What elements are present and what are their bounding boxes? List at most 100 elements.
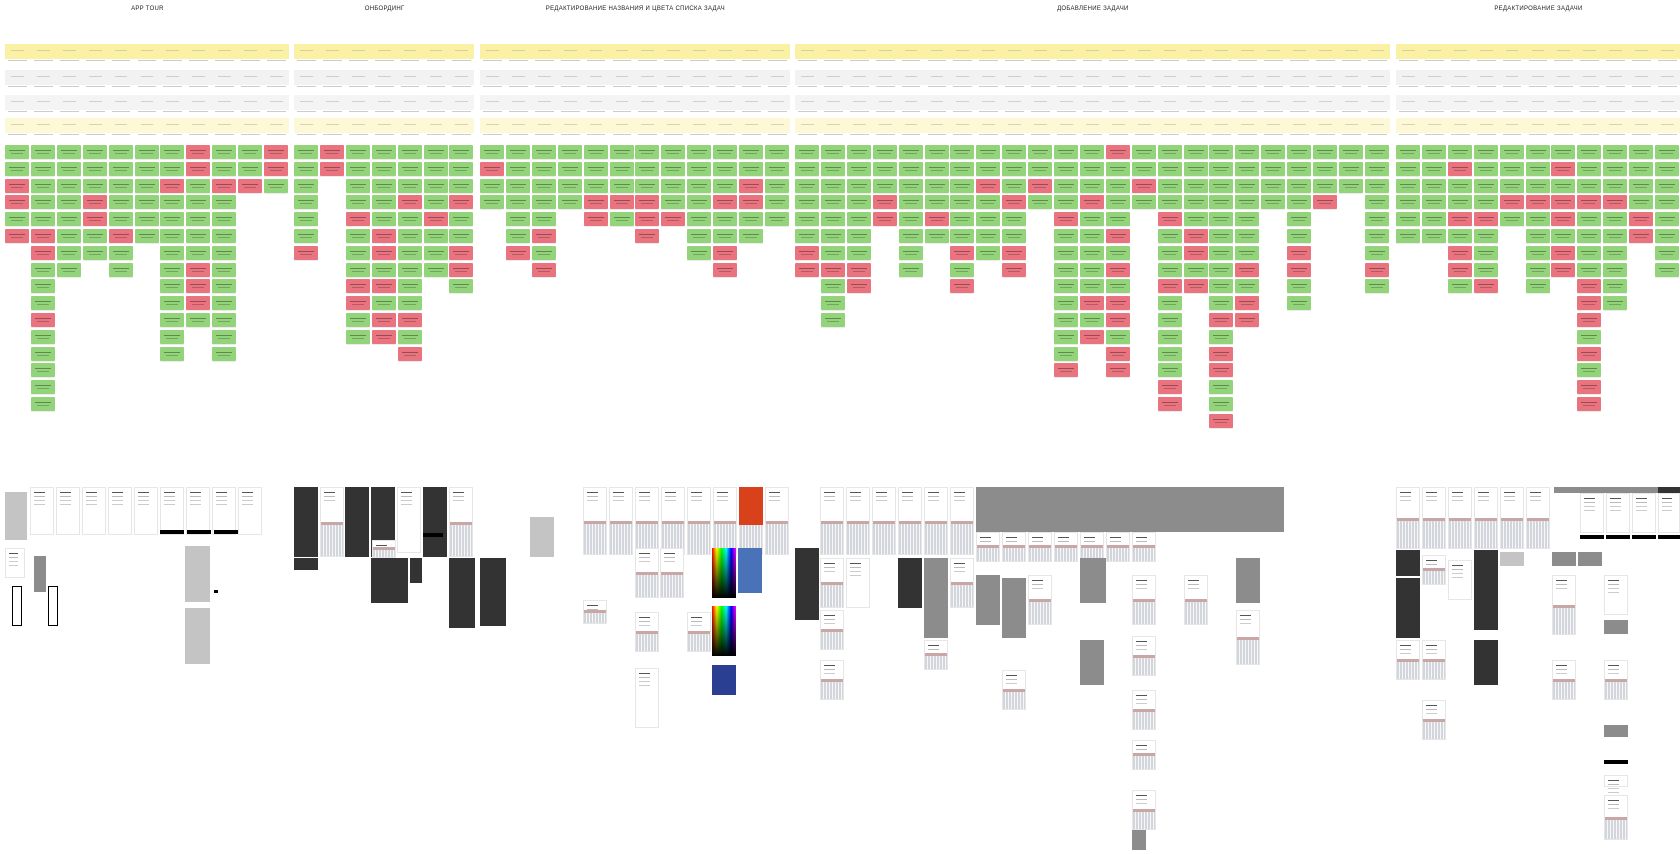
header-sticky[interactable] <box>372 95 397 112</box>
header-sticky[interactable] <box>320 44 345 61</box>
sticky-note-positive[interactable] <box>294 161 318 176</box>
phone-screen-mockup[interactable] <box>1606 493 1630 533</box>
header-sticky[interactable] <box>109 44 134 61</box>
sticky-note-positive[interactable] <box>449 178 474 193</box>
sticky-note-positive[interactable] <box>846 178 871 193</box>
header-sticky[interactable] <box>1365 44 1390 61</box>
sticky-note-positive[interactable] <box>661 145 686 159</box>
phone-screen-mockup[interactable] <box>898 558 922 608</box>
sticky-note-positive[interactable] <box>1577 329 1602 344</box>
header-sticky[interactable] <box>661 118 686 135</box>
sticky-note-negative[interactable] <box>264 145 288 159</box>
phone-screen-mockup[interactable] <box>56 487 80 535</box>
sticky-note-positive[interactable] <box>687 178 712 193</box>
sticky-note-negative[interactable] <box>1629 212 1654 227</box>
header-sticky[interactable] <box>1500 44 1525 61</box>
sticky-note-positive[interactable] <box>557 178 582 193</box>
sticky-note-positive[interactable] <box>397 329 422 344</box>
sticky-note-positive[interactable] <box>820 178 845 193</box>
sticky-note-positive[interactable] <box>687 145 712 159</box>
sticky-note-positive[interactable] <box>820 212 845 227</box>
sticky-note-positive[interactable] <box>1157 161 1182 176</box>
sticky-note-positive[interactable] <box>1577 212 1602 227</box>
header-sticky[interactable] <box>1500 95 1525 112</box>
sticky-note-positive[interactable] <box>1551 145 1576 159</box>
sticky-note-positive[interactable] <box>480 195 504 210</box>
header-sticky[interactable] <box>795 95 820 112</box>
phone-screen-mockup[interactable] <box>1606 487 1632 493</box>
header-sticky[interactable] <box>1526 95 1551 112</box>
sticky-note-positive[interactable] <box>1603 212 1628 227</box>
header-sticky[interactable] <box>687 118 712 135</box>
sticky-note-positive[interactable] <box>1131 161 1156 176</box>
sticky-note-positive[interactable] <box>1313 145 1337 159</box>
header-sticky[interactable] <box>424 118 449 135</box>
sticky-note-positive[interactable] <box>345 313 370 327</box>
sticky-note-positive[interactable] <box>661 161 686 176</box>
sticky-note-positive[interactable] <box>950 195 975 210</box>
phone-screen-mockup[interactable] <box>1448 560 1472 600</box>
phone-screen-mockup[interactable] <box>5 492 27 540</box>
sticky-note-positive[interactable] <box>423 245 448 260</box>
sticky-note-negative[interactable] <box>1551 195 1576 210</box>
sticky-note-positive[interactable] <box>423 145 448 159</box>
sticky-note-positive[interactable] <box>134 145 159 159</box>
sticky-note-positive[interactable] <box>1655 229 1679 243</box>
header-sticky[interactable] <box>57 70 82 87</box>
header-sticky[interactable] <box>264 44 289 61</box>
header-sticky[interactable] <box>1313 70 1338 87</box>
header-sticky[interactable] <box>1028 95 1053 112</box>
mockup-button[interactable] <box>187 530 211 534</box>
sticky-note-negative[interactable] <box>1447 262 1472 277</box>
phone-screen-mockup[interactable] <box>1236 558 1260 603</box>
header-sticky[interactable] <box>264 70 289 87</box>
header-sticky[interactable] <box>160 95 185 112</box>
sticky-note-positive[interactable] <box>1209 262 1234 277</box>
sticky-note-positive[interactable] <box>1209 161 1234 176</box>
sticky-note-negative[interactable] <box>397 195 422 210</box>
header-sticky[interactable] <box>847 95 872 112</box>
header-sticky[interactable] <box>1028 44 1053 61</box>
sticky-note-positive[interactable] <box>1577 245 1602 260</box>
header-sticky[interactable] <box>1287 44 1312 61</box>
phone-screen-mockup[interactable] <box>1580 493 1604 533</box>
header-sticky[interactable] <box>847 44 872 61</box>
header-sticky[interactable] <box>821 95 846 112</box>
header-sticky[interactable] <box>398 44 423 61</box>
sticky-note-positive[interactable] <box>1209 145 1234 159</box>
sticky-note-positive[interactable] <box>924 161 949 176</box>
header-sticky[interactable] <box>532 95 557 112</box>
sticky-note-negative[interactable] <box>1105 363 1130 378</box>
phone-screen-mockup[interactable] <box>1604 795 1628 840</box>
sticky-note-positive[interactable] <box>713 229 738 243</box>
sticky-note-negative[interactable] <box>1364 262 1389 277</box>
phone-screen-mockup[interactable] <box>976 532 1000 562</box>
sticky-note-negative[interactable] <box>795 262 819 277</box>
header-sticky[interactable] <box>1287 70 1312 87</box>
sticky-note-positive[interactable] <box>186 195 211 210</box>
header-sticky[interactable] <box>1054 44 1079 61</box>
phone-screen-mockup[interactable] <box>712 548 736 598</box>
phone-screen-mockup[interactable] <box>1604 575 1628 615</box>
sticky-note-positive[interactable] <box>186 229 211 243</box>
header-sticky[interactable] <box>821 118 846 135</box>
sticky-note-positive[interactable] <box>212 313 237 327</box>
sticky-note-positive[interactable] <box>1235 161 1260 176</box>
sticky-note-positive[interactable] <box>1157 229 1182 243</box>
sticky-note-positive[interactable] <box>56 212 81 227</box>
sticky-note-positive[interactable] <box>976 195 1001 210</box>
sticky-note-positive[interactable] <box>976 229 1001 243</box>
sticky-note-negative[interactable] <box>1447 245 1472 260</box>
phone-screen-mockup[interactable] <box>1232 487 1258 532</box>
sticky-note-positive[interactable] <box>345 329 370 344</box>
sticky-note-positive[interactable] <box>1396 161 1420 176</box>
sticky-note-positive[interactable] <box>1287 229 1312 243</box>
sticky-note-positive[interactable] <box>1209 178 1234 193</box>
phone-screen-mockup[interactable] <box>134 487 158 535</box>
sticky-note-positive[interactable] <box>345 161 370 176</box>
sticky-note-positive[interactable] <box>1079 229 1104 243</box>
sticky-note-positive[interactable] <box>397 279 422 294</box>
sticky-note-negative[interactable] <box>713 195 738 210</box>
sticky-note-negative[interactable] <box>1577 279 1602 294</box>
header-sticky[interactable] <box>795 44 820 61</box>
